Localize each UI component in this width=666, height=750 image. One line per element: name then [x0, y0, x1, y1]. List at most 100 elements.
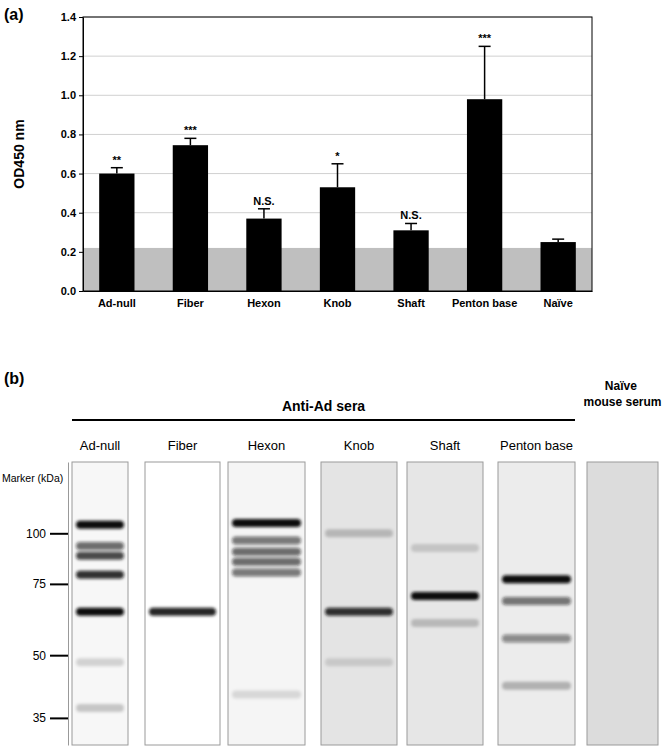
error-cap [332, 163, 344, 165]
band [76, 542, 124, 550]
lane-bands [232, 519, 301, 698]
band [232, 569, 301, 577]
bar [246, 219, 281, 291]
lane-label-line: Naïve [605, 379, 640, 393]
band [411, 592, 479, 600]
y-tick-mark [79, 252, 83, 253]
x-tick-label: Shaft [397, 297, 425, 309]
lane-label: Fiber [168, 438, 198, 453]
bar [320, 187, 355, 291]
y-tick: 0.8 [61, 128, 83, 140]
bar [393, 230, 428, 291]
blot-lane [145, 462, 220, 745]
y-axis: 0.00.20.40.60.81.01.21.4 [61, 11, 84, 297]
marker-tick-label: 35 [33, 711, 47, 725]
lane-bands [325, 529, 393, 666]
panel-label: (a) [4, 6, 24, 23]
band [411, 619, 479, 627]
x-tick-label: Knob [323, 297, 351, 309]
band [232, 536, 301, 544]
x-tick: Penton base [452, 291, 517, 309]
significance-label: N.S. [400, 209, 421, 221]
grid-line [83, 56, 592, 57]
marker-axis: 100755035 [26, 463, 69, 746]
x-tick-label: Naïve [543, 297, 572, 309]
lane-label: Knob [344, 438, 374, 453]
significance-label: * [335, 150, 340, 162]
y-tick: 0.4 [61, 207, 83, 219]
y-axis-title: Marker (kDa) [2, 472, 63, 484]
marker-axis-line [68, 463, 69, 746]
lane-label: Shaft [430, 438, 461, 453]
y-tick: 0.0 [61, 285, 83, 297]
y-tick-label: 0.2 [61, 246, 76, 258]
x-axis-line [84, 291, 593, 292]
band [325, 529, 393, 537]
x-tick-label: Penton base [452, 297, 517, 309]
band [411, 544, 479, 552]
error-stem [190, 138, 192, 145]
x-tick-label: Ad-null [98, 297, 136, 309]
x-tick-label: Fiber [177, 297, 205, 309]
lane-background [407, 462, 483, 745]
y-tick: 1.2 [61, 50, 83, 62]
y-tick-label: 1.2 [61, 50, 76, 62]
y-tick: 1.0 [61, 89, 83, 101]
bar [467, 99, 502, 291]
lane-bands [76, 521, 124, 712]
y-tick-label: 1.4 [61, 11, 77, 23]
blot-lane [228, 462, 305, 745]
error-bar [405, 223, 417, 230]
band [76, 571, 124, 579]
error-bar [111, 168, 123, 174]
lane-background [228, 462, 305, 745]
band [76, 521, 124, 529]
y-tick-mark [79, 95, 83, 96]
bar [173, 145, 208, 291]
y-tick: 0.2 [61, 246, 83, 258]
lane-bands [149, 608, 216, 616]
x-tick: Shaft [397, 291, 425, 309]
blot-panel: (b)Marker (kDa)100755035Ad-nullFiberHexo… [2, 370, 662, 746]
band [325, 658, 393, 666]
lane-bands [411, 544, 479, 627]
error-bar [184, 138, 196, 145]
blot-lane [587, 462, 658, 745]
marker-tick-label: 100 [26, 527, 46, 541]
y-tick-mark [79, 174, 83, 175]
lane-label: Naïve mouse serum [583, 379, 661, 409]
error-bar [258, 209, 270, 219]
x-axis: Ad-nullFiberHexonKnobShaftPenton baseNaï… [84, 291, 593, 309]
lane-label: Hexon [248, 438, 286, 453]
y-tick-mark [79, 17, 83, 18]
plot-frame [83, 17, 592, 291]
figure-svg: (a)*****N.S.*N.S.***0.00.20.40.60.81.01.… [0, 0, 666, 750]
lane-label: Ad-null [80, 438, 121, 453]
panel-label: (b) [4, 370, 24, 387]
blot-lane [498, 462, 575, 745]
marker-tick: 100 [26, 527, 68, 541]
band [502, 575, 571, 583]
error-cap [258, 208, 270, 210]
error-cap [111, 167, 123, 169]
bar-panel: (a)*****N.S.*N.S.***0.00.20.40.60.81.01.… [4, 6, 593, 309]
error-bar [552, 239, 564, 242]
marker-tick: 35 [33, 711, 68, 725]
band [325, 608, 393, 616]
grid [83, 17, 592, 291]
bar [99, 174, 134, 291]
plot-area [83, 46, 592, 291]
band [502, 634, 571, 642]
x-tick: Naïve [543, 291, 572, 309]
band [232, 548, 301, 556]
band [76, 704, 124, 712]
marker-tick-label: 50 [33, 649, 47, 663]
marker-tick: 50 [33, 649, 68, 663]
error-cap [184, 138, 196, 140]
blot-lane [407, 462, 483, 745]
x-tick: Ad-null [98, 291, 136, 309]
x-tick: Knob [323, 291, 351, 309]
band [232, 690, 301, 698]
lane-background [72, 462, 128, 745]
error-stem [263, 209, 265, 219]
